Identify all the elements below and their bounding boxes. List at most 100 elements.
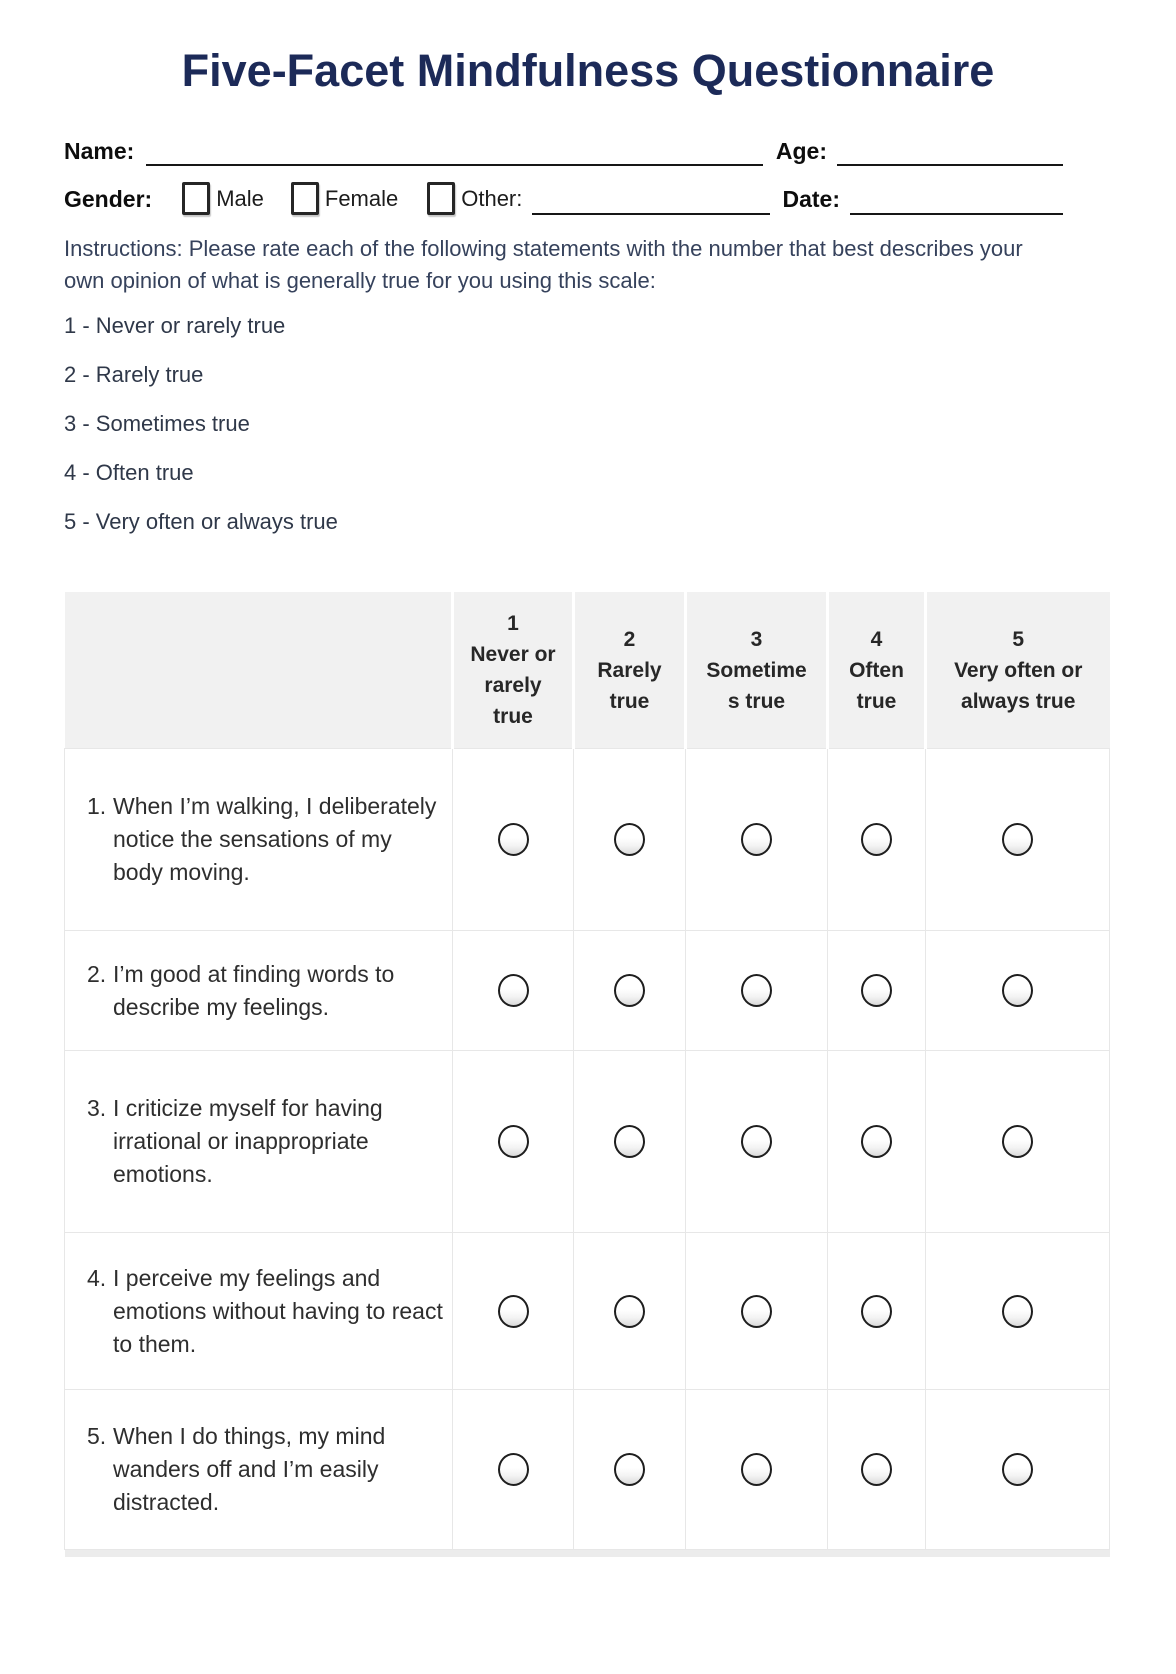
radio-q2-option3[interactable]: [741, 974, 772, 1007]
radio-q3-option1[interactable]: [497, 1125, 529, 1158]
column-header-2: 2 Rarely true: [572, 592, 687, 749]
radio-q5-option3[interactable]: [741, 1453, 772, 1486]
question-wrap: 3. I criticize myself for having irration…: [87, 1092, 448, 1191]
answer-cell-q2-option4: [827, 930, 926, 1051]
column-header-label-line: Often: [849, 658, 904, 682]
column-header-5: 5 Very often or always true: [924, 592, 1110, 749]
question-wrap: 2. I’m good at finding words to describe …: [87, 958, 448, 1024]
column-header-label-line: s true: [727, 689, 786, 713]
question-text: I’m good at finding words to describe my…: [113, 960, 395, 1020]
column-header-value: 4: [870, 627, 883, 651]
question-wrap: 1. When I’m walking, I deliberately notic…: [87, 790, 448, 889]
radio-q3-option3[interactable]: [741, 1125, 772, 1158]
column-header-label-line: always true: [961, 689, 1076, 713]
radio-q5-option5[interactable]: [1002, 1453, 1033, 1486]
question-wrap: 4. I perceive my feelings and emotions wi…: [87, 1262, 448, 1361]
question-column-header: [64, 592, 454, 749]
column-header-value: 2: [623, 627, 636, 651]
radio-q1-option5[interactable]: [1002, 823, 1033, 856]
answer-cell-q3-option1: [452, 1050, 574, 1233]
radio-q1-option2[interactable]: [614, 823, 645, 856]
question-number: 1.: [87, 793, 107, 819]
column-header-value: 3: [750, 627, 763, 651]
question-text-cell: 4. I perceive my feelings and emotions wi…: [64, 1232, 453, 1390]
answer-cell-q3-option3: [685, 1050, 828, 1233]
other-checkbox[interactable]: [427, 182, 456, 215]
radio-q3-option2[interactable]: [614, 1125, 645, 1158]
question-row-4: 4. I perceive my feelings and emotions wi…: [64, 1232, 1110, 1390]
radio-q5-option1[interactable]: [497, 1453, 529, 1486]
age-label: Age:: [775, 138, 827, 164]
female-checkbox[interactable]: [290, 182, 319, 215]
date-label: Date:: [782, 185, 840, 212]
scale-item-5: 5 - Very often or always true: [64, 509, 338, 534]
column-header-value: 5: [1012, 627, 1025, 651]
column-header-label-line: Never or: [470, 643, 556, 666]
question-text-cell: 2. I’m good at finding words to describe …: [64, 930, 453, 1051]
name-age-row: Name: Age:: [0, 136, 1176, 166]
radio-q4-option3[interactable]: [741, 1294, 772, 1328]
radio-q5-option4[interactable]: [861, 1453, 892, 1486]
radio-q1-option4[interactable]: [861, 823, 892, 856]
question-row-1: 1. When I’m walking, I deliberately notic…: [64, 748, 1110, 931]
answer-cell-q5-option1: [452, 1389, 574, 1550]
question-text-cell: 1. When I’m walking, I deliberately notic…: [64, 748, 453, 931]
column-header-label-line: Sometime: [706, 658, 807, 682]
answer-cell-q1-option2: [573, 748, 686, 931]
question-wrap: 5. When I do things, my mind wanders off …: [87, 1420, 448, 1519]
column-header-label-line: true: [856, 689, 897, 713]
question-text: When I do things, my mind wanders off an…: [113, 1423, 386, 1515]
date-input-line[interactable]: [850, 187, 1063, 215]
radio-q4-option1[interactable]: [497, 1294, 529, 1328]
name-label: Name:: [64, 138, 135, 164]
table-bottom-strip: [64, 1549, 1110, 1557]
age-input-line[interactable]: [837, 138, 1063, 166]
question-text: I criticize myself for having irrational…: [113, 1095, 383, 1187]
instructions-text: Instructions: Please rate each of the fo…: [64, 236, 1023, 293]
answer-cell-q1-option3: [685, 748, 828, 931]
column-header-3: 3 Sometime s true: [684, 592, 829, 749]
scale-item-4: 4 - Often true: [64, 460, 194, 485]
answer-cell-q1-option4: [827, 748, 926, 931]
answer-cell-q5-option3: [685, 1389, 828, 1550]
question-number: 4.: [87, 1264, 107, 1291]
other-input-line[interactable]: [532, 187, 771, 215]
radio-q3-option5[interactable]: [1002, 1125, 1033, 1158]
answer-cell-q4-option4: [827, 1232, 926, 1390]
question-number: 2.: [87, 960, 107, 987]
radio-q1-option1[interactable]: [497, 823, 529, 856]
answer-cell-q5-option2: [573, 1389, 686, 1550]
column-header-label-line: Very often or: [954, 658, 1083, 682]
radio-q4-option4[interactable]: [861, 1294, 892, 1328]
answer-cell-q2-option5: [925, 930, 1110, 1051]
radio-q4-option2[interactable]: [614, 1294, 645, 1328]
radio-q5-option2[interactable]: [614, 1453, 645, 1486]
gender-label: Gender:: [64, 185, 153, 212]
radio-q2-option4[interactable]: [861, 974, 892, 1007]
answer-cell-q3-option4: [827, 1050, 926, 1233]
scale-item-2: 2 - Rarely true: [64, 362, 204, 387]
column-header-1: 1 Never or rarely true: [451, 592, 575, 749]
column-header-4: 4 Often true: [826, 592, 927, 749]
answer-cell-q3-option5: [925, 1050, 1110, 1233]
radio-q4-option5[interactable]: [1002, 1294, 1033, 1328]
table-footer-row: [64, 1549, 1110, 1557]
answer-cell-q4-option2: [573, 1232, 686, 1390]
name-input-line[interactable]: [146, 138, 763, 166]
question-number: 5.: [87, 1423, 107, 1449]
question-text-cell: 3. I criticize myself for having irration…: [64, 1050, 453, 1233]
male-checkbox[interactable]: [182, 182, 211, 215]
answer-cell-q2-option2: [573, 930, 686, 1051]
gender-option-male: Male: [152, 182, 264, 215]
gender-option-other: Other:: [398, 182, 522, 215]
page-title: Five-Facet Mindfulness Questionnaire: [181, 45, 995, 96]
radio-q1-option3[interactable]: [741, 823, 772, 856]
radio-q2-option2[interactable]: [614, 974, 645, 1007]
question-row-3: 3. I criticize myself for having irration…: [64, 1050, 1110, 1233]
radio-q2-option5[interactable]: [1002, 974, 1033, 1007]
column-header-label-line: Rarely: [597, 658, 662, 682]
column-header-label-line: true: [609, 689, 650, 713]
radio-q3-option4[interactable]: [861, 1125, 892, 1158]
radio-q2-option1[interactable]: [497, 974, 529, 1007]
answer-cell-q4-option1: [452, 1232, 574, 1390]
